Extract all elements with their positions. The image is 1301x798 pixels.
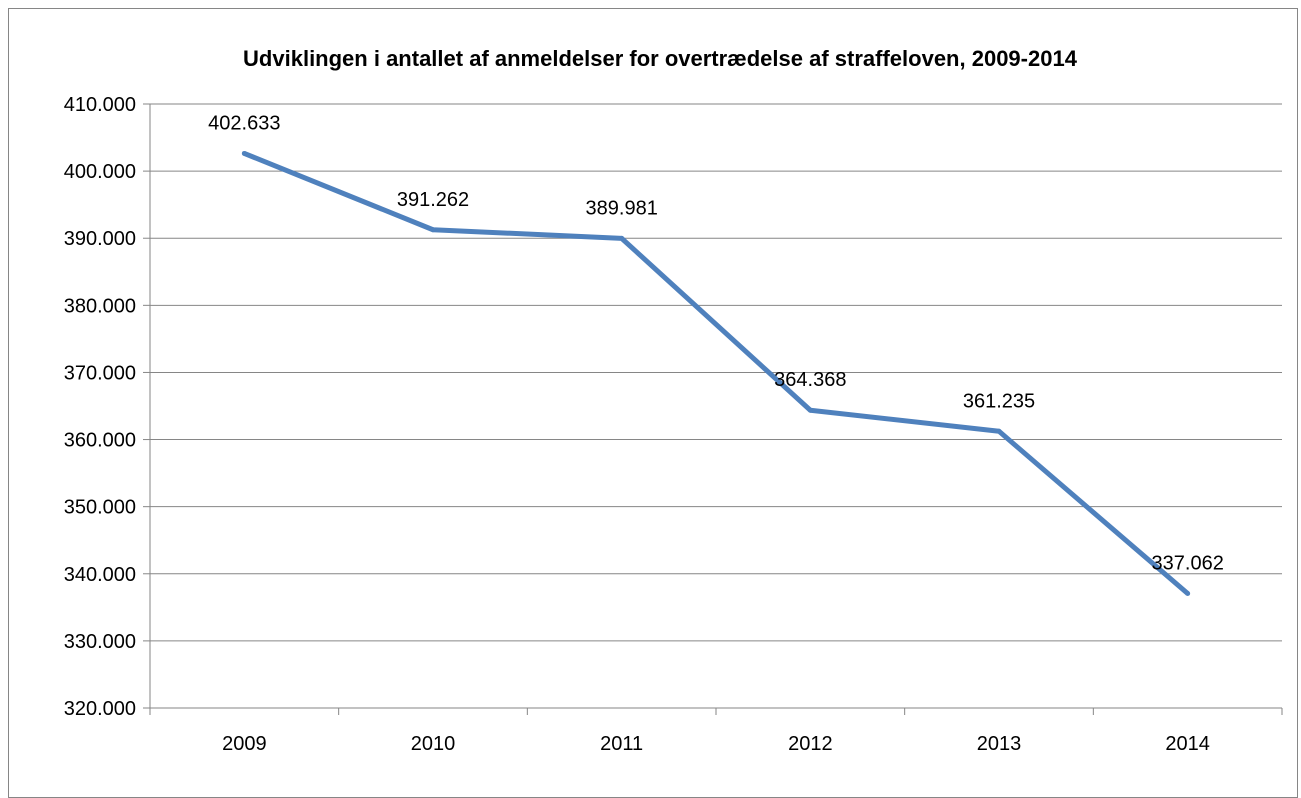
data-label: 391.262 [397, 189, 469, 211]
x-tick-label: 2011 [600, 733, 643, 755]
axes: 320.000 330.000 340.000 350.000 360.000 370.0… [64, 94, 1283, 755]
data-label: 337.062 [1152, 552, 1224, 574]
data-point [807, 407, 813, 413]
data-label: 402.633 [208, 112, 280, 134]
x-tick-label: 2013 [977, 733, 1022, 755]
data-labels: 402.633 391.262 389.981 364.368 361.235 337.0… [208, 112, 1224, 574]
y-tick-label: 320.000 [64, 698, 136, 720]
data-label: 364.368 [774, 369, 846, 391]
y-tick-label: 330.000 [64, 631, 136, 653]
y-tick-label: 380.000 [64, 295, 136, 317]
data-point [430, 227, 436, 233]
line-chart: Udviklingen i antallet af anmeldelser fo… [64, 46, 1283, 755]
y-tick-label: 410.000 [64, 94, 136, 116]
y-tick-label: 340.000 [64, 564, 136, 586]
x-tick-label: 2009 [222, 733, 267, 755]
y-tick-label: 400.000 [64, 161, 136, 183]
data-point [619, 235, 625, 241]
y-tick-label: 370.000 [64, 362, 136, 384]
data-label: 361.235 [963, 390, 1035, 412]
series-line [243, 151, 1190, 596]
x-tick-label: 2014 [1165, 733, 1210, 755]
y-tick-label: 390.000 [64, 228, 136, 250]
y-tick-label: 350.000 [64, 497, 136, 519]
series-layer [241, 150, 1191, 596]
data-point [996, 428, 1002, 434]
data-point [1185, 590, 1191, 596]
chart-frame [8, 8, 1298, 798]
gridlines [150, 103, 1282, 642]
x-tick-label: 2012 [788, 733, 833, 755]
data-label: 389.981 [586, 197, 658, 219]
chart-title: Udviklingen i antallet af anmeldelser fo… [243, 46, 1078, 71]
y-tick-label: 360.000 [64, 430, 136, 452]
x-tick-label: 2010 [411, 733, 456, 755]
data-point [241, 150, 247, 156]
